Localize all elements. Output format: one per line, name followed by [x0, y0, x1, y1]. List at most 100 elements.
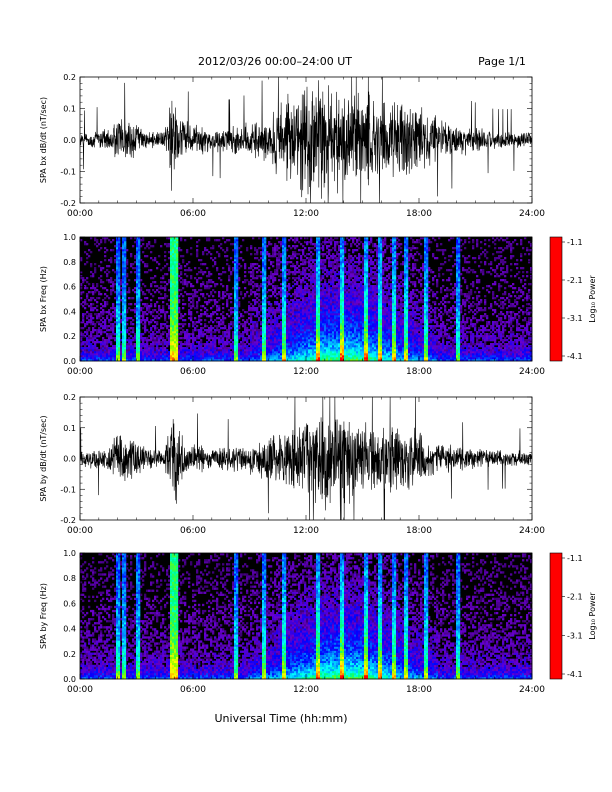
spectrogram-cell: [330, 343, 333, 346]
spectrogram-cell: [206, 293, 209, 296]
spectrogram-cell: [176, 243, 179, 246]
spectrogram-cell: [166, 327, 169, 330]
spectrogram-cell: [200, 341, 203, 344]
spectrogram-cell: [88, 327, 91, 330]
spectrogram-cell: [116, 247, 119, 250]
spectrogram-cell: [298, 359, 301, 362]
spectrogram-cell: [280, 289, 283, 292]
spectrogram-cell: [136, 249, 139, 252]
spectrogram-cell: [144, 323, 147, 326]
spectrogram-cell: [302, 345, 305, 348]
spectrogram-cell: [288, 353, 291, 356]
spectrogram-cell: [316, 295, 319, 298]
spectrogram-cell: [278, 247, 281, 250]
spectrogram-cell: [204, 343, 207, 346]
spectrogram-cell: [306, 307, 309, 310]
spectrogram-cell: [252, 273, 255, 276]
spectrogram-cell: [194, 289, 197, 292]
spectrogram-cell: [326, 357, 329, 360]
spectrogram-cell: [118, 331, 121, 334]
spectrogram-cell: [272, 341, 275, 344]
spectrogram-cell: [160, 245, 163, 248]
spectrogram-cell: [292, 245, 295, 248]
spectrogram-cell: [288, 323, 291, 326]
spectrogram-cell: [168, 355, 171, 358]
spectrogram-cell: [312, 347, 315, 350]
spectrogram-cell: [86, 359, 89, 362]
spectrogram-cell: [122, 343, 125, 346]
spectrogram-cell: [322, 325, 325, 328]
spectrogram-cell: [138, 273, 141, 276]
spectrogram-cell: [194, 323, 197, 326]
spectrogram-cell: [286, 317, 289, 320]
spectrogram-cell: [184, 319, 187, 322]
spectrogram-cell: [266, 301, 269, 304]
spectrogram-cell: [176, 287, 179, 290]
spectrogram-cell: [280, 347, 283, 350]
spectrogram-cell: [138, 343, 141, 346]
spectrogram-cell: [336, 297, 339, 300]
spectrogram-cell: [182, 337, 185, 340]
spectrogram-cell: [260, 337, 263, 340]
spectrogram-cell: [222, 339, 225, 342]
spectrogram-cell: [108, 339, 111, 342]
spectrogram-cell: [112, 311, 115, 314]
spectrogram-cell: [330, 359, 333, 362]
spectrogram-cell: [206, 267, 209, 270]
spectrogram-cell: [252, 335, 255, 338]
spectrogram-cell: [300, 257, 303, 260]
spectrogram-cell: [168, 305, 171, 308]
spectrogram-cell: [338, 279, 341, 282]
spectrogram-cell: [216, 349, 219, 352]
spectrogram-cell: [200, 283, 203, 286]
spectrogram-cell: [264, 273, 267, 276]
spectrogram-cell: [286, 339, 289, 342]
spectrogram-cell: [204, 325, 207, 328]
spectrogram-cell: [306, 305, 309, 308]
spectrogram-cell: [294, 349, 297, 352]
spectrogram-cell: [106, 249, 109, 252]
spectrogram-cell: [146, 353, 149, 356]
spectrogram-cell: [226, 333, 229, 336]
spectrogram-cell: [232, 307, 235, 310]
spectrogram-cell: [330, 353, 333, 356]
spectrogram-cell: [248, 335, 251, 338]
spectrogram-cell: [264, 315, 267, 318]
spectrogram-cell: [268, 253, 271, 256]
spectrogram-cell: [276, 345, 279, 348]
spectrogram-cell: [302, 307, 305, 310]
spectrogram-cell: [314, 277, 317, 280]
spectrogram-cell: [338, 281, 341, 284]
spectrogram-cell: [300, 293, 303, 296]
spectrogram-cell: [96, 357, 99, 360]
spectrogram-cell: [218, 351, 221, 354]
spectrogram-cell: [286, 349, 289, 352]
spectrogram-cell: [308, 293, 311, 296]
spectrogram-cell: [100, 357, 103, 360]
spectrogram-cell: [304, 349, 307, 352]
spectrogram-cell: [200, 329, 203, 332]
spectrogram-cell: [82, 281, 85, 284]
spectrogram-cell: [200, 353, 203, 356]
spectrogram-cell: [144, 345, 147, 348]
spectrogram-cell: [200, 357, 203, 360]
spectrogram-cell: [208, 347, 211, 350]
spectrogram-cell: [90, 291, 93, 294]
spectrogram-cell: [298, 357, 301, 360]
spectrogram-cell: [174, 301, 177, 304]
spectrogram-cell: [170, 245, 173, 248]
spectrogram-cell: [200, 315, 203, 318]
spectrogram-cell: [338, 329, 341, 332]
spectrogram-cell: [292, 299, 295, 302]
spectrogram-cell: [214, 263, 217, 266]
spectrogram-cell: [280, 323, 283, 326]
spectrogram-cell: [212, 355, 215, 358]
spectrogram-cell: [238, 347, 241, 350]
spectrogram-cell: [158, 337, 161, 340]
spectrogram-cell: [312, 345, 315, 348]
spectrogram-cell: [306, 277, 309, 280]
spectrogram-cell: [312, 323, 315, 326]
spectrogram-cell: [276, 339, 279, 342]
spectrogram-cell: [116, 279, 119, 282]
spectrogram-cell: [218, 347, 221, 350]
